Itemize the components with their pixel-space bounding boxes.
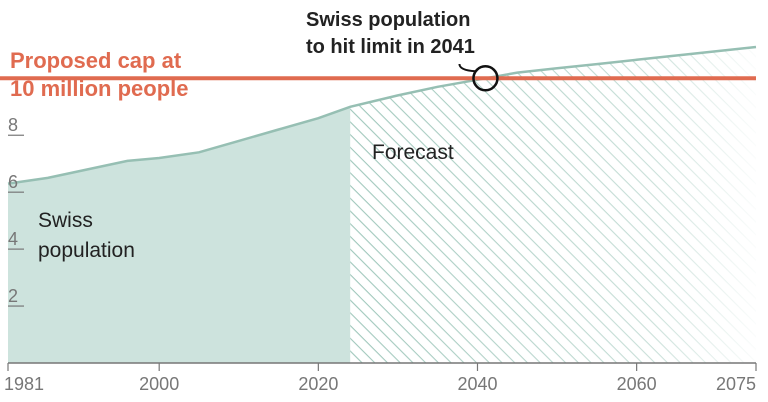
x-tick-label: 2060 (617, 374, 657, 394)
x-tick-label: 2075 (716, 374, 756, 394)
y-tick-label: 6 (8, 172, 18, 192)
x-tick-label: 2000 (139, 374, 179, 394)
historical-area (8, 106, 351, 364)
x-tick-label: 2040 (457, 374, 497, 394)
annotation-line1: Swiss population (306, 9, 470, 31)
annotation-layer (458, 63, 499, 92)
x-tick-label: 2020 (298, 374, 338, 394)
y-tick-label: 2 (8, 286, 18, 306)
historical-label-line2: population (38, 239, 135, 262)
annotation-circle (472, 65, 499, 92)
cap-label-line2: 10 million people (10, 76, 188, 101)
population-line (7, 45, 757, 185)
annotation-line2: to hit limit in 2041 (306, 36, 475, 58)
forecast-label: Forecast (372, 141, 454, 164)
area-layer (7, 45, 757, 364)
tick-layer: 1981 2000 2020 2040 2060 2075 2 4 6 8 (4, 115, 757, 394)
cap-label-line1: Proposed cap at (10, 48, 182, 73)
y-tick-label: 8 (8, 115, 18, 135)
x-tick-label: 1981 (4, 374, 44, 394)
annotation-leader (458, 63, 476, 73)
y-tick-label: 4 (8, 229, 18, 249)
forecast-fade (350, 47, 756, 363)
historical-label-line1: Swiss (38, 209, 93, 232)
